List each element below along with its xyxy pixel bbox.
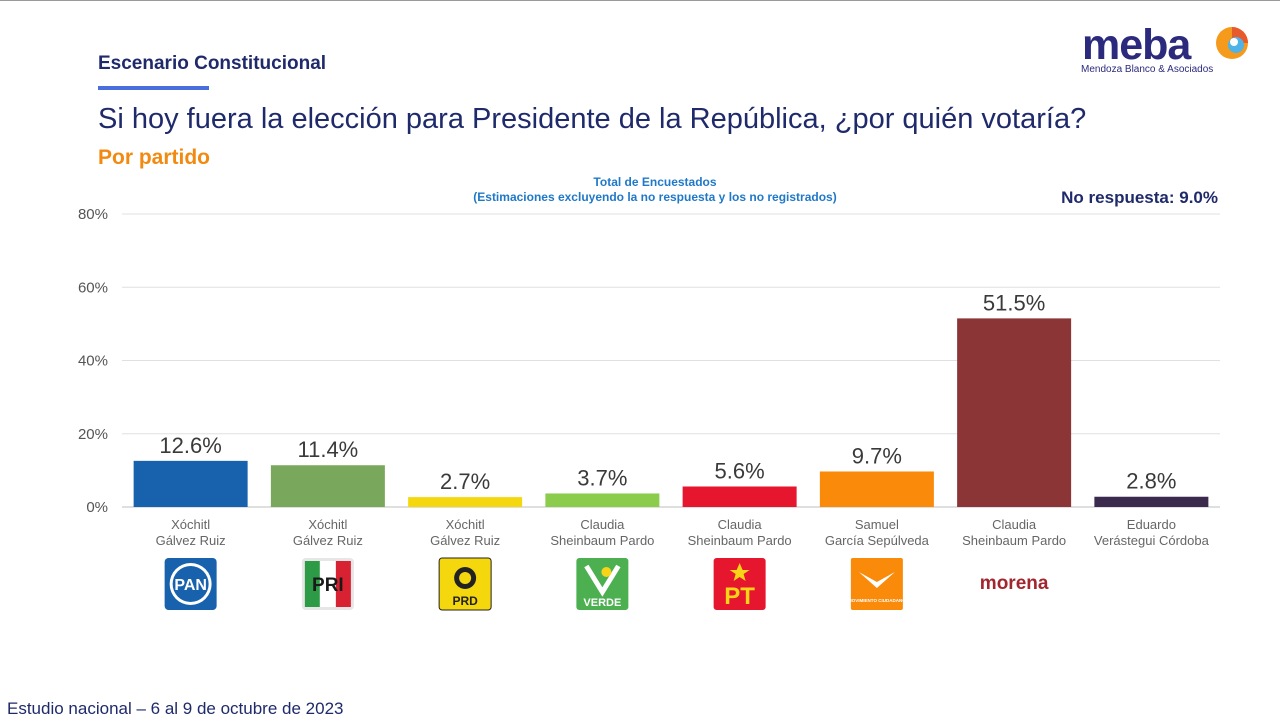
category-label-line1: Xóchitl [171,517,210,532]
pt-logo-text: PT [724,583,755,610]
data-label: 11.4% [298,437,359,462]
logo-subtitle: Mendoza Blanco & Asociados [1081,64,1214,75]
chart-caption-line2: (Estimaciones excluyendo la no respuesta… [473,190,837,204]
pan-logo-text: PAN [174,577,207,594]
category-label-line2: García Sepúlveda [825,533,930,548]
category-label-line2: Gálvez Ruiz [156,533,226,548]
y-tick-label: 80% [78,206,108,223]
pri-logo-red [335,561,351,607]
category-label-line2: Verástegui Córdoba [1094,533,1210,548]
pt-logo-icon [713,558,766,610]
meba-logo-icon [1216,27,1248,59]
footer-note: Estudio nacional – 6 al 9 de octubre de … [7,699,344,718]
data-label: 51.5% [983,290,1045,315]
chart-caption-line1: Total de Encuestados [593,175,717,189]
y-tick-label: 20% [78,426,108,443]
category-label-line2: Gálvez Ruiz [293,533,363,548]
data-label: 3.7% [577,465,627,490]
pri-logo-text: PRI [312,575,344,596]
category-label-line2: Sheinbaum Pardo [962,533,1066,548]
bar [1094,496,1209,507]
bar [545,493,660,507]
question-title: Si hoy fuera la elección para Presidente… [98,103,1087,135]
no-response-label: No respuesta: 9.0% [1061,188,1218,207]
scenario-title: Escenario Constitucional [98,53,327,74]
prd-logo-sun-center [459,572,472,584]
mc-logo-text: MOVIMIENTO CIUDADANO [848,598,906,603]
pri-logo-white [319,561,336,607]
category-label-line1: Xóchitl [308,517,347,532]
data-label: 12.6% [159,433,221,458]
bar [819,471,934,507]
morena-logo-icon: morena [980,573,1049,594]
data-label: 5.6% [715,458,765,483]
category-label-line1: Claudia [580,517,625,532]
verde-logo-v [584,564,621,597]
pri-logo-green [304,561,320,607]
data-label: 9.7% [852,443,902,468]
category-label-line1: Samuel [855,517,899,532]
prd-logo-text: PRD [452,594,478,608]
bar [133,460,248,507]
category-label-line2: Sheinbaum Pardo [688,533,792,548]
bar [957,318,1072,507]
mc-logo-eagle [858,572,895,588]
y-tick-label: 40% [78,353,108,370]
y-tick-label: 60% [78,279,108,296]
logo-word: meba [1082,21,1191,69]
scenario-underline [98,86,209,90]
data-label: 2.8% [1126,469,1176,494]
pt-logo-star [729,563,750,581]
category-label-line1: Xóchitl [446,517,485,532]
category-label-line2: Sheinbaum Pardo [550,533,654,548]
verde-logo-text: VERDE [583,597,621,609]
verde-logo-toucan [601,567,612,577]
category-label-line2: Gálvez Ruiz [430,533,500,548]
bar [270,465,385,507]
meba-logo: meba Mendoza Blanco & Asociados [1080,23,1250,81]
y-tick-label: 0% [86,499,108,516]
bar [408,497,523,507]
bar [682,486,797,507]
pan-logo-inner [172,566,209,602]
data-label: 2.7% [440,469,490,494]
category-label-line1: Claudia [992,517,1037,532]
subtitle: Por partido [98,146,211,169]
category-label-line1: Claudia [718,517,763,532]
category-label-line1: Eduardo [1127,517,1176,532]
